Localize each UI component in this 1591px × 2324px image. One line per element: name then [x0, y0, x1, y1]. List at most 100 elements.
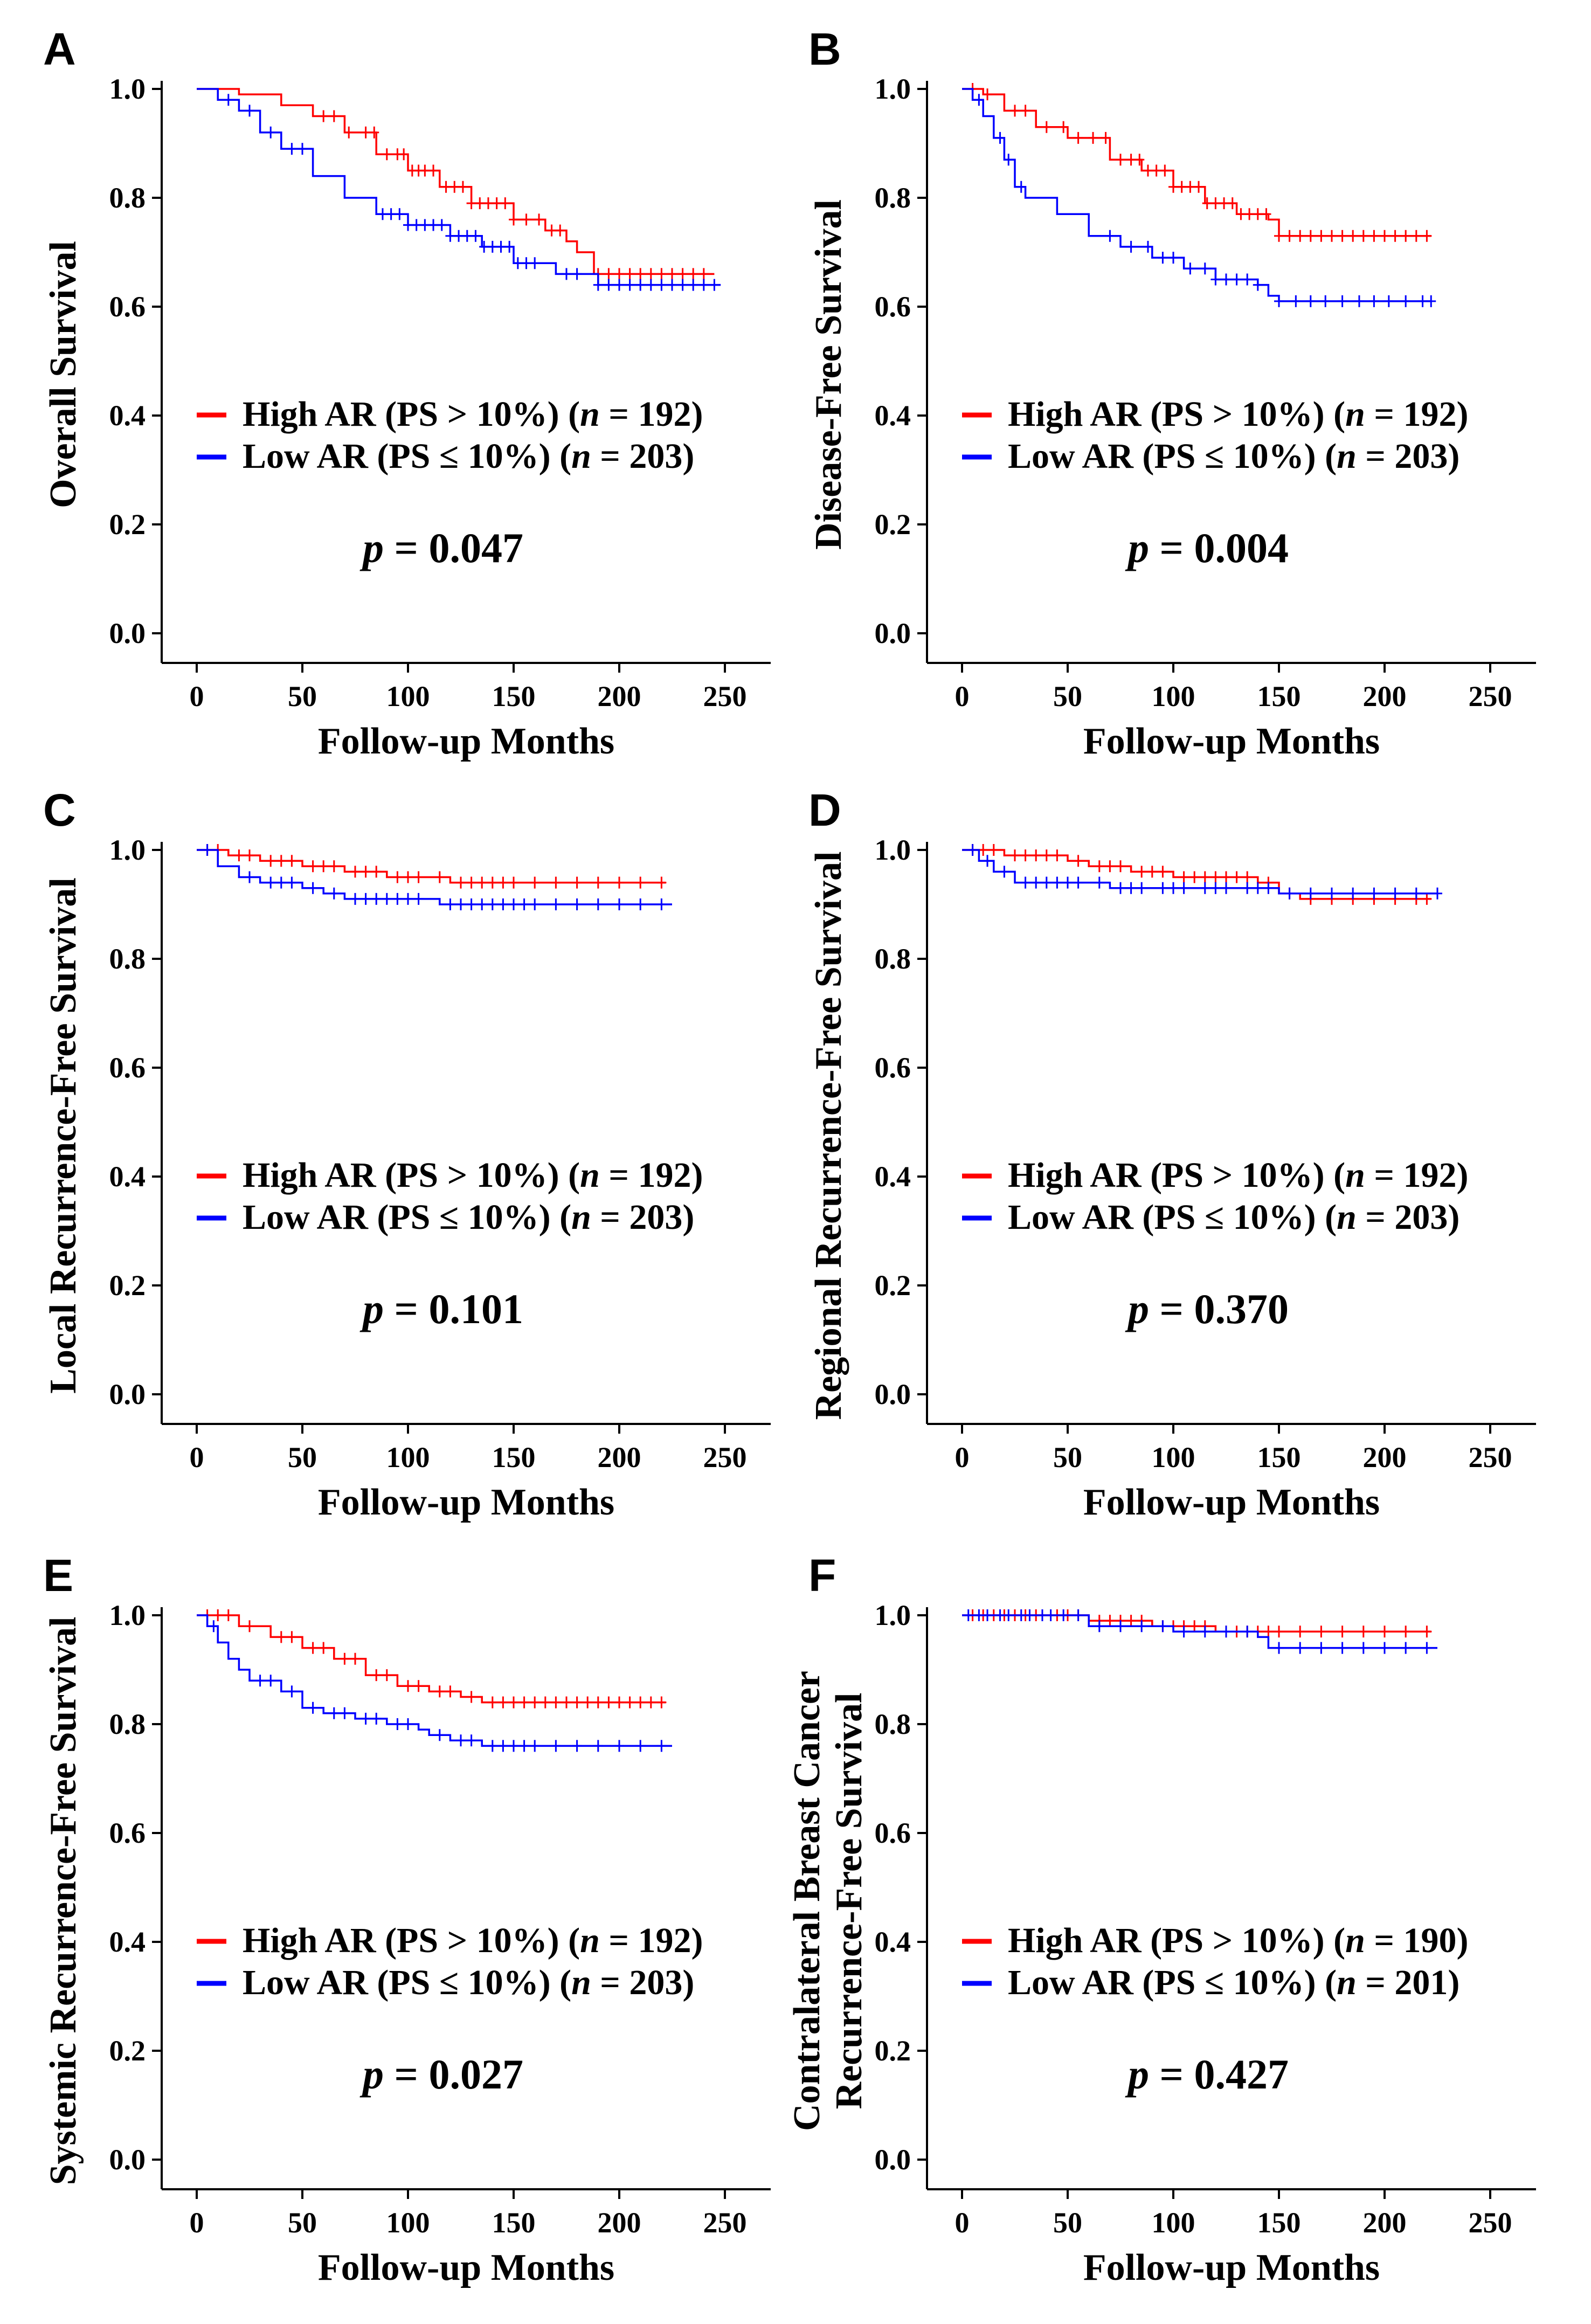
low-ar-censor-mark [551, 898, 561, 910]
low-ar-censor-mark [530, 1740, 540, 1752]
low-ar-censor-mark [1221, 273, 1231, 286]
low-ar-censor-mark [1073, 876, 1083, 889]
y-tick-label: 0.2 [875, 2035, 911, 2067]
low-ar-censor-mark [298, 143, 307, 155]
high-ar-censor-mark [329, 860, 339, 873]
x-tick-label: 150 [1257, 2207, 1301, 2239]
x-tick-label: 250 [703, 2207, 747, 2239]
low-ar-censor-mark [287, 876, 297, 889]
high-ar-censor-mark [1422, 230, 1432, 242]
high-ar-censor-mark [1147, 866, 1157, 878]
x-tick-label: 0 [190, 680, 204, 713]
x-tick-label: 50 [288, 1441, 317, 1474]
high-ar-censor-mark [308, 1642, 318, 1654]
panel-letter: B [808, 24, 841, 74]
panel-letter: F [808, 1550, 836, 1601]
low-ar-censor-mark [403, 893, 413, 905]
low-ar-censor-mark [593, 279, 603, 291]
high-ar-censor-mark [276, 1631, 286, 1643]
high-ar-censor-mark [308, 860, 318, 873]
low-ar-censor-mark [420, 219, 430, 231]
y-tick-label: 0.4 [875, 399, 911, 432]
low-ar-censor-mark [340, 1707, 350, 1719]
high-ar-censor-mark [521, 213, 531, 226]
low-ar-censor-mark [462, 230, 472, 242]
high-ar-censor-mark [1073, 132, 1083, 144]
high-ar-censor-mark [1088, 132, 1098, 144]
high-ar-censor-mark [1232, 871, 1242, 883]
high-ar-censor-mark [340, 1652, 350, 1665]
high-ar-censor-mark [1116, 860, 1125, 873]
low-ar-censor-mark [202, 844, 212, 856]
y-axis-title: Systemic Recurrence-Free Survival [43, 1617, 84, 2185]
high-ar-censor-mark [1263, 1626, 1274, 1638]
high-ar-censor-mark [1274, 230, 1284, 242]
legend-label-high-ar: High AR (PS > 10%) (n = 192) [1008, 395, 1468, 434]
high-ar-censor-mark [213, 1609, 223, 1621]
x-tick-label: 0 [190, 1441, 204, 1474]
low-ar-censor-mark [1004, 1609, 1014, 1621]
low-ar-censor-mark [392, 1718, 403, 1730]
high-ar-censor-mark [1284, 230, 1295, 242]
low-ar-censor-mark [361, 893, 371, 905]
high-ar-censor-mark [1261, 208, 1271, 220]
low-ar-censor-mark [403, 219, 413, 231]
high-ar-censor-mark [1177, 181, 1187, 193]
low-ar-censor-mark [635, 1740, 646, 1752]
low-ar-censor-mark [1390, 887, 1400, 900]
y-tick-label: 0.2 [875, 1269, 911, 1302]
y-tick-label: 0.0 [875, 1378, 911, 1410]
high-ar-censor-mark [604, 268, 614, 280]
low-ar-censor-mark [1020, 876, 1030, 889]
low-ar-censor-mark [456, 1734, 466, 1747]
high-ar-censor-mark [1358, 1626, 1368, 1638]
low-ar-censor-mark [1004, 154, 1014, 166]
high-ar-censor-mark [371, 1669, 382, 1682]
low-ar-censor-mark [1291, 295, 1301, 307]
low-ar-censor-mark [487, 240, 497, 253]
x-tick-label: 200 [1363, 1441, 1407, 1474]
low-ar-censor-mark [1417, 295, 1428, 307]
high-ar-censor-mark [1116, 154, 1125, 166]
high-ar-censor-mark [487, 1696, 497, 1709]
low-ar-censor-mark [1200, 882, 1210, 894]
y-tick-label: 0.0 [109, 2143, 146, 2176]
legend-label-low-ar: Low AR (PS ≤ 10%) (n = 203) [243, 1963, 694, 2002]
high-ar-censor-mark [547, 224, 557, 237]
high-ar-censor-mark [361, 866, 371, 878]
high-ar-censor-mark [428, 164, 439, 177]
y-tick-label: 1.0 [875, 73, 911, 105]
high-ar-censor-mark [483, 197, 493, 210]
high-ar-censor-mark [1101, 132, 1111, 144]
low-ar-censor-mark [983, 1609, 993, 1621]
low-ar-censor-mark [1185, 262, 1195, 275]
high-ar-censor-mark [1380, 230, 1389, 242]
x-tick-label: 100 [386, 680, 430, 713]
high-ar-censor-mark [530, 876, 540, 889]
high-ar-censor-mark [1151, 164, 1161, 177]
y-axis-title-line: Recurrence-Free Survival [828, 1693, 870, 2109]
x-tick-label: 50 [1053, 1441, 1082, 1474]
y-tick-label: 0.6 [875, 1817, 911, 1849]
high-ar-censor-mark [245, 849, 254, 862]
low-ar-censor-mark [498, 898, 508, 910]
y-tick-label: 0.4 [109, 1926, 146, 1958]
low-ar-censor-mark [593, 1740, 603, 1752]
low-ar-censor-mark [677, 279, 688, 291]
high-ar-censor-mark [677, 268, 688, 280]
low-ar-censor-mark [562, 268, 571, 280]
low-ar-censor-mark [1253, 882, 1263, 894]
x-axis-title: Follow-up Months [1083, 721, 1380, 762]
high-ar-censor-mark [667, 268, 677, 280]
panel-letter: D [808, 785, 841, 835]
panel-letter: C [43, 785, 76, 835]
y-tick-label: 0.2 [109, 2035, 146, 2067]
high-ar-censor-mark [1369, 230, 1379, 242]
high-ar-censor-mark [604, 1696, 614, 1709]
high-ar-censor-mark [1380, 1626, 1389, 1638]
low-ar-censor-mark [413, 893, 424, 905]
y-tick-label: 0.0 [109, 1378, 146, 1410]
high-ar-censor-mark [1210, 871, 1221, 883]
y-axis-title: Overall Survival [43, 241, 84, 508]
low-ar-censor-mark [1384, 295, 1394, 307]
